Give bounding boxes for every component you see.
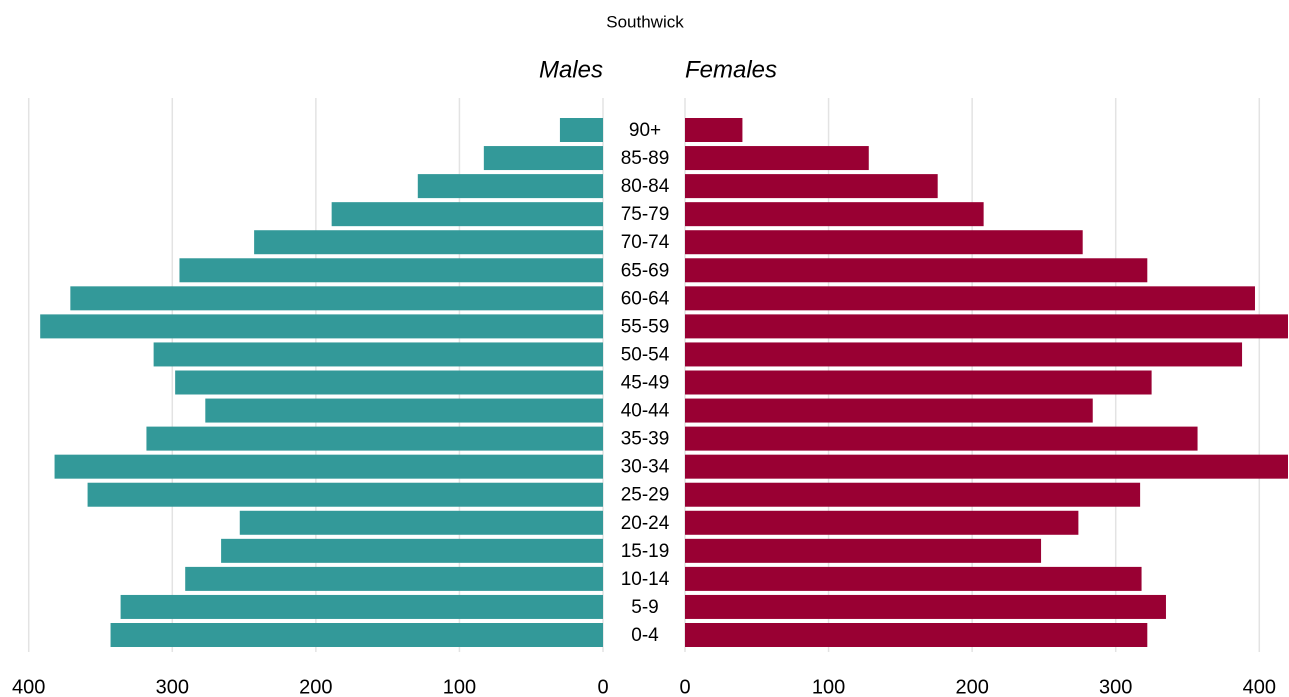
y-tick-label: 50-54 — [621, 344, 670, 365]
bar — [685, 594, 1166, 619]
panel-header: Females — [685, 56, 777, 83]
y-tick-label: 65-69 — [621, 260, 670, 281]
bar — [559, 118, 603, 142]
y-tick-label: 25-29 — [621, 485, 670, 506]
x-tick-label: 400 — [1243, 676, 1276, 697]
y-tick-label: 90+ — [629, 120, 661, 141]
bar — [175, 370, 603, 395]
y-tick-label: 70-74 — [621, 232, 670, 253]
bar — [221, 538, 603, 563]
bar — [685, 286, 1255, 311]
x-tick-label: 300 — [1099, 676, 1132, 697]
x-tick-label: 200 — [955, 676, 988, 697]
y-tick-label: 40-44 — [621, 401, 670, 422]
bar — [254, 230, 603, 255]
y-tick-label: 55-59 — [621, 316, 670, 337]
bar — [685, 398, 1093, 423]
chart-title: Southwick — [606, 12, 684, 31]
bar — [685, 146, 869, 171]
bar — [120, 594, 603, 619]
bar — [685, 342, 1243, 367]
y-tick-label: 60-64 — [621, 288, 670, 309]
bar — [417, 174, 603, 199]
panel-header: Males — [539, 56, 603, 83]
bar — [685, 118, 743, 142]
x-tick-label: 200 — [299, 676, 332, 697]
bar — [685, 510, 1079, 535]
bar — [483, 146, 603, 171]
bar — [110, 623, 604, 647]
bar — [146, 426, 603, 451]
y-tick-label: 15-19 — [621, 541, 670, 562]
y-tick-label: 20-24 — [621, 513, 670, 534]
bar — [685, 370, 1152, 395]
y-tick-label: 5-9 — [631, 597, 658, 618]
x-tick-label: 100 — [443, 676, 476, 697]
bar — [685, 566, 1142, 591]
bar — [185, 566, 603, 591]
bar — [179, 258, 603, 283]
y-tick-label: 10-14 — [621, 569, 670, 590]
y-tick-label: 0-4 — [631, 625, 659, 646]
x-tick-label: 0 — [679, 676, 690, 697]
bar — [40, 314, 603, 339]
bar — [685, 538, 1042, 563]
y-tick-label: 30-34 — [621, 457, 670, 478]
bar — [685, 426, 1198, 451]
x-tick-label: 400 — [12, 676, 45, 697]
bar — [153, 342, 603, 367]
y-tick-label: 35-39 — [621, 429, 670, 450]
y-tick-label: 80-84 — [621, 176, 670, 197]
x-tick-label: 300 — [156, 676, 189, 697]
bar — [205, 398, 604, 423]
bar — [685, 314, 1288, 339]
y-tick-label: 45-49 — [621, 373, 670, 394]
x-tick-label: 100 — [812, 676, 845, 697]
bar — [685, 623, 1148, 647]
y-tick-label: 85-89 — [621, 148, 670, 169]
bar — [70, 286, 604, 311]
bar — [331, 202, 603, 227]
y-tick-label: 75-79 — [621, 204, 670, 225]
x-tick-label: 0 — [597, 676, 608, 697]
bar — [685, 230, 1083, 255]
bar — [54, 454, 604, 479]
bar — [239, 510, 603, 535]
bar — [685, 454, 1288, 479]
bar — [685, 482, 1141, 507]
bar — [685, 174, 938, 199]
bar — [685, 258, 1148, 283]
bar — [87, 482, 604, 507]
bar — [685, 202, 984, 227]
